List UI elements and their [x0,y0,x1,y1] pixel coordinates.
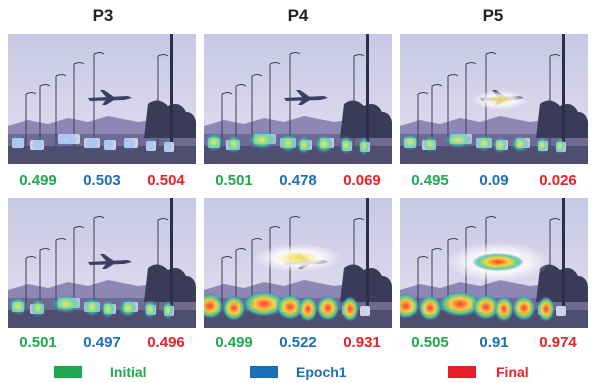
score-row: 0.495 0.09 0.026 [400,172,590,192]
heatmap-panel [204,198,392,328]
score-row: 0.505 0.91 0.974 [400,334,590,354]
column-title-p3: P3 [92,6,114,25]
score-epoch1: 0.91 [479,334,509,351]
heatmap-panel [400,34,588,164]
heatmap-panel [8,34,196,164]
score-initial: 0.501 [19,334,57,351]
heatmap-panel [8,198,196,328]
legend-swatch-epoch1 [250,366,278,378]
score-epoch1: 0.522 [279,334,317,351]
score-row: 0.501 0.497 0.496 [8,334,198,354]
score-initial: 0.501 [215,172,253,189]
column-title-p4: P4 [287,6,309,25]
score-initial: 0.499 [215,334,253,351]
heatmap-panel [204,34,392,164]
score-initial: 0.495 [411,172,449,189]
score-final: 0.026 [539,172,577,189]
score-final: 0.974 [539,334,577,351]
score-initial: 0.505 [411,334,449,351]
legend-swatch-final [448,366,476,378]
heatmap-panel [400,198,588,328]
score-final: 0.504 [147,172,185,189]
score-row: 0.499 0.522 0.931 [204,334,394,354]
score-row: 0.501 0.478 0.069 [204,172,394,192]
score-final: 0.069 [343,172,381,189]
score-final: 0.931 [343,334,381,351]
legend-label-initial: Initial [110,364,147,380]
score-epoch1: 0.478 [279,172,317,189]
score-epoch1: 0.09 [479,172,509,189]
score-row: 0.499 0.503 0.504 [8,172,198,192]
score-epoch1: 0.503 [83,172,121,189]
legend-label-epoch1: Epoch1 [296,364,347,380]
column-title-p5: P5 [482,6,504,25]
score-epoch1: 0.497 [83,334,121,351]
score-initial: 0.499 [19,172,57,189]
score-final: 0.496 [147,334,185,351]
legend-label-final: Final [496,364,529,380]
legend-swatch-initial [54,366,82,378]
